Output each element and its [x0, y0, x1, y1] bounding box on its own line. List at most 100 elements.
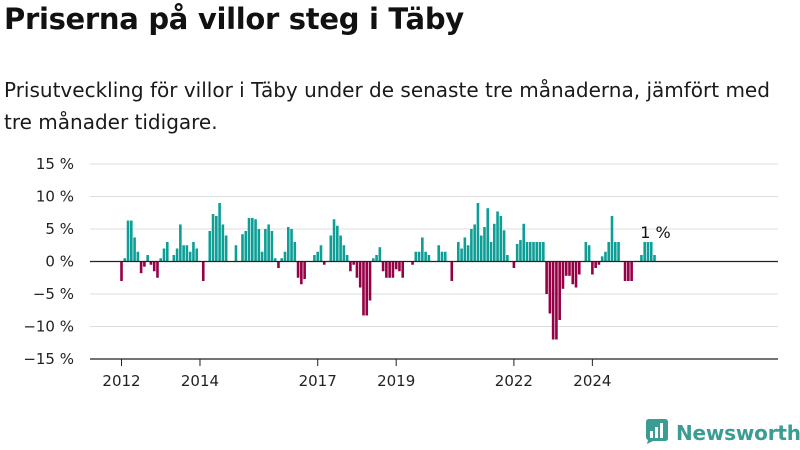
y-tick-label: 5 % — [45, 220, 74, 238]
bar — [126, 220, 130, 262]
bar — [414, 251, 418, 262]
bar — [368, 261, 372, 301]
bar — [182, 245, 185, 262]
bar — [427, 255, 431, 262]
bar — [607, 242, 611, 262]
bar — [437, 245, 440, 262]
bar — [473, 224, 476, 262]
bar — [640, 255, 643, 262]
bar — [591, 261, 594, 275]
bar — [149, 261, 153, 265]
bar — [264, 229, 267, 262]
bar — [440, 251, 444, 262]
bar — [548, 261, 552, 314]
bar — [224, 235, 228, 262]
bar — [587, 245, 591, 262]
bar — [555, 261, 558, 340]
bar — [613, 242, 617, 262]
bar — [466, 245, 470, 262]
bar — [450, 261, 454, 281]
bar — [584, 242, 588, 262]
bar — [649, 242, 653, 262]
bar — [571, 261, 575, 285]
x-axis-ticks: 2012 2014 2017 2019 2022 2024 — [102, 359, 611, 390]
bar — [139, 261, 143, 274]
bar — [617, 242, 620, 262]
bar — [564, 261, 568, 276]
bar — [443, 251, 447, 262]
bar — [492, 223, 496, 262]
bar — [175, 248, 179, 262]
bar — [336, 225, 339, 262]
bar — [251, 217, 254, 262]
bar — [362, 261, 365, 316]
bar — [254, 219, 257, 262]
brand-name: Newsworthy — [676, 421, 800, 445]
bars — [120, 203, 656, 340]
bar — [561, 261, 565, 289]
x-tick-label: 2024 — [573, 372, 611, 390]
bar — [313, 255, 316, 262]
bar — [528, 242, 532, 262]
bar — [506, 255, 509, 262]
bar — [512, 261, 516, 268]
bar — [244, 230, 248, 262]
bar — [273, 258, 277, 262]
bar — [653, 255, 656, 262]
bar — [156, 261, 159, 278]
bar — [542, 242, 545, 262]
page-title: Priserna på villor steg i Täby — [4, 2, 464, 36]
bar — [159, 258, 163, 262]
bar — [152, 261, 156, 272]
bar — [332, 219, 336, 262]
bar — [192, 242, 195, 262]
bar — [630, 261, 633, 281]
bar — [545, 261, 548, 294]
bar — [267, 224, 270, 262]
bar — [290, 229, 293, 262]
bar — [319, 245, 323, 262]
bar — [375, 255, 378, 262]
bar — [234, 245, 238, 262]
bar — [479, 235, 483, 262]
bar — [146, 255, 149, 262]
bar — [300, 261, 303, 285]
bar — [574, 261, 578, 288]
axes — [90, 260, 778, 360]
x-tick-label: 2022 — [495, 372, 533, 390]
bar — [172, 255, 176, 262]
bar — [280, 258, 284, 262]
last-value-annotation: 1 % — [640, 223, 670, 242]
bar — [600, 256, 604, 262]
bar — [515, 243, 519, 262]
bar — [123, 258, 127, 262]
bar — [627, 261, 630, 281]
x-tick-label: 2017 — [299, 372, 337, 390]
bar — [283, 251, 287, 262]
bar — [483, 227, 486, 262]
bar — [296, 261, 300, 278]
bar — [218, 203, 221, 262]
bar — [355, 261, 359, 278]
x-tick-label: 2019 — [377, 372, 415, 390]
y-tick-label: −15 % — [23, 350, 74, 368]
bar — [486, 208, 490, 262]
bar — [270, 230, 274, 262]
bar — [221, 224, 225, 262]
x-tick-label: 2012 — [102, 372, 140, 390]
bar — [208, 230, 212, 262]
bar — [293, 242, 297, 262]
bar — [411, 261, 414, 265]
y-tick-label: 0 % — [45, 253, 74, 271]
bar — [247, 217, 251, 262]
bar — [188, 251, 192, 262]
bar — [604, 251, 607, 262]
bar — [522, 223, 526, 262]
bar — [215, 216, 218, 262]
bar — [391, 261, 395, 278]
y-tick-label: 10 % — [36, 188, 74, 206]
bar — [120, 261, 123, 281]
bar — [378, 247, 382, 262]
bar — [519, 240, 522, 262]
